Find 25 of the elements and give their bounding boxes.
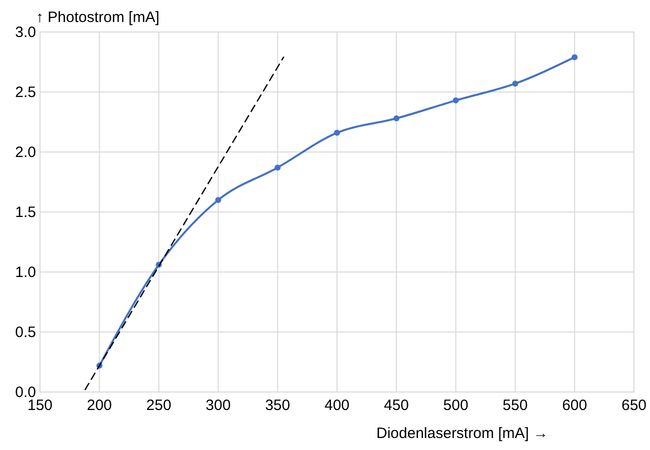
x-tick-label: 650	[621, 397, 647, 414]
x-tick-label: 550	[502, 397, 528, 414]
x-tick-label: 350	[265, 397, 290, 414]
y-tick-label: 2.5	[15, 84, 36, 101]
y-tick-label: 0.5	[15, 324, 36, 341]
point	[274, 164, 281, 171]
x-axis-title: Diodenlaserstrom [mA] →	[376, 425, 548, 442]
point	[393, 115, 400, 122]
x-tick-label: 300	[206, 397, 231, 414]
x-tick-label: 600	[562, 397, 588, 414]
point	[215, 197, 222, 203]
point	[334, 130, 340, 136]
point	[572, 54, 578, 60]
y-tick-label: 1.5	[15, 204, 36, 221]
y-tick-label: 1.0	[15, 264, 36, 281]
x-tick-label: 200	[86, 397, 112, 414]
point	[452, 97, 459, 104]
point	[512, 80, 518, 87]
x-tick-label: 450	[384, 397, 409, 414]
y-tick-label: 2.0	[15, 144, 36, 161]
x-tick-label: 500	[443, 397, 468, 414]
y-tick-label: 3.0	[15, 24, 36, 41]
x-tick-label: 250	[146, 397, 172, 414]
x-tick-label: 400	[324, 397, 350, 414]
y-axis-title: ↑ Photostrom [mA]	[36, 9, 160, 26]
